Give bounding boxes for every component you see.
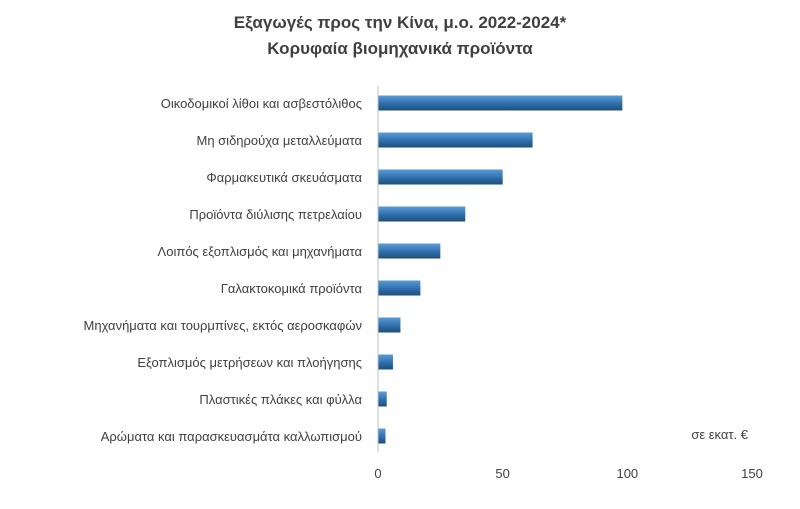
x-tick-label: 50 (495, 466, 509, 481)
x-tick-label: 100 (616, 466, 638, 481)
chart-title: Εξαγωγές προς την Κίνα, μ.ο. 2022-2024* (233, 13, 567, 32)
category-label: Εξοπλισμός μετρήσεων και πλοήγησης (137, 355, 362, 370)
bar (378, 317, 401, 333)
x-tick-label: 0 (374, 466, 381, 481)
category-label: Φαρμακευτικά σκευάσματα (206, 170, 362, 185)
unit-label: σε εκατ. € (691, 427, 748, 442)
x-tick-label: 150 (741, 466, 763, 481)
bar (378, 391, 387, 407)
category-label: Πλαστικές πλάκες και φύλλα (199, 392, 362, 407)
category-label: Προϊόντα διύλισης πετρελαίου (189, 207, 362, 222)
category-label: Μηχανήματα και τουρμπίνες, εκτός αεροσκα… (84, 318, 362, 333)
chart-subtitle: Κορυφαία βιομηχανικά προϊόντα (267, 39, 533, 58)
bar (378, 169, 503, 185)
bar (378, 280, 421, 296)
category-label: Γαλακτοκομικά προϊόντα (221, 281, 363, 296)
category-label: Μη σιδηρούχα μεταλλεύματα (196, 133, 362, 148)
bar (378, 354, 393, 370)
bar (378, 95, 623, 111)
category-label: Αρώματα και παρασκευασμάτα καλλωπισμού (101, 429, 362, 444)
bar (378, 206, 466, 222)
category-label: Οικοδομικοί λίθοι και ασβεστόλιθος (161, 96, 362, 111)
bar (378, 132, 533, 148)
bar (378, 243, 441, 259)
bar (378, 428, 386, 444)
category-label: Λοιπός εξοπλισμός και μηχανήματα (158, 244, 363, 259)
chart-title-block: Εξαγωγές προς την Κίνα, μ.ο. 2022-2024* … (0, 10, 800, 62)
